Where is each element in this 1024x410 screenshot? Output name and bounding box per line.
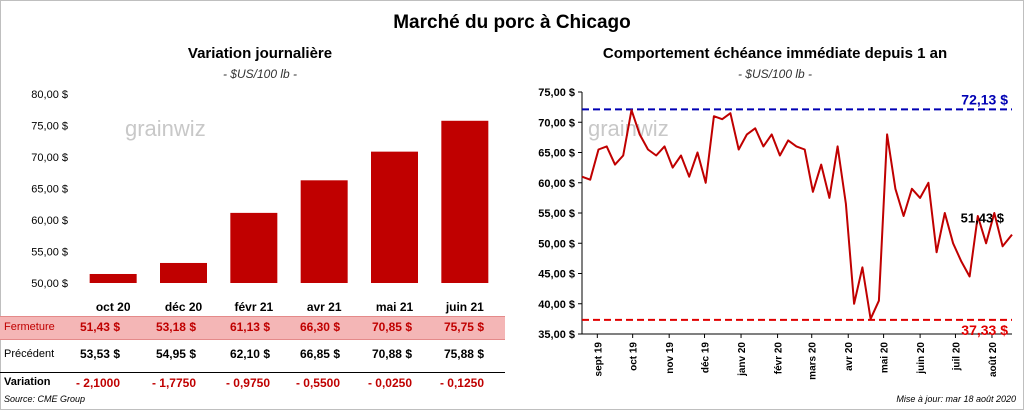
table-cell: 51,43 $ [79,320,120,334]
bar [371,151,418,283]
x-tick-label: oct 19 [629,342,640,371]
y-tick-label: 70,00 $ [538,117,575,129]
x-tick-label: avr 20 [844,342,855,371]
y-tick-label: 65,00 $ [31,184,68,196]
table-cell: - 0,1250 [439,376,484,390]
table-cell: 53,18 $ [155,320,196,334]
y-tick-label: 55,00 $ [31,247,68,259]
x-tick-label: nov 19 [665,342,676,374]
table-cell: 54,95 $ [155,347,196,361]
table-cell: 75,88 $ [443,347,484,361]
bar [300,180,348,283]
x-tick-label: sept 19 [593,342,604,377]
x-tick-label: juin 20 [916,342,927,375]
x-tick-label: déc 19 [701,342,712,374]
table-cell: - 1,7750 [151,376,196,390]
right-chart-title: Comportement échéance immédiate depuis 1… [602,45,948,62]
y-tick-label: 70,00 $ [31,152,68,164]
row-label: Variation [4,376,51,388]
y-tick-label: 65,00 $ [538,148,575,160]
table-cell: - 0,5500 [295,376,340,390]
y-tick-label: 35,00 $ [538,329,575,341]
row-label: Fermeture [4,321,55,333]
y-tick-label: 50,00 $ [538,238,575,250]
table-cell: - 0,0250 [367,376,412,390]
watermark-logo: grainwiz [125,116,206,141]
x-tick-label: févr 21 [234,300,273,314]
table-cell: - 2,1000 [75,376,120,390]
y-tick-label: 45,00 $ [538,269,575,281]
y-tick-label: 80,00 $ [31,89,68,101]
table-row-previous: Précédent 53,53 $ 54,95 $ 62,10 $ 66,85 … [0,345,505,365]
y-tick-label: 50,00 $ [31,278,68,290]
series-line [581,109,1013,320]
table-cell: 70,88 $ [371,347,412,361]
x-tick-label: mai 20 [880,342,891,374]
left-chart-title: Variation journalière [187,45,333,62]
x-tick-label: oct 20 [96,300,131,314]
reference-label: 72,13 $ [961,91,1008,107]
source-note: Source: CME Group [4,394,86,404]
left-chart-unit: - $US/100 lb - [222,67,298,81]
right-chart-unit: - $US/100 lb - [737,67,813,81]
update-note: Mise à jour: mar 18 août 2020 [896,394,1016,404]
bar [89,273,137,283]
x-tick-label: juil 20 [951,342,962,372]
y-tick-label: 40,00 $ [538,299,575,311]
x-tick-label: mai 21 [376,300,414,314]
x-tick-label: janv 20 [737,342,748,377]
table-cell: 70,85 $ [371,320,412,334]
table-cell: 53,53 $ [79,347,120,361]
y-tick-label: 60,00 $ [538,178,575,190]
line-chart: 35,00 $ 40,00 $ 45,00 $ 50,00 $ 55,00 $ 60,00… [538,87,1013,380]
page-title: Marché du porc à Chicago [393,12,631,33]
bar [230,212,278,283]
x-tick-label: avr 21 [307,300,342,314]
x-tick-label: déc 20 [165,300,203,314]
x-tick-label: juin 21 [445,300,484,314]
y-tick-label: 75,00 $ [538,87,575,99]
y-tick-label: 60,00 $ [31,215,68,227]
x-tick-label: août 20 [988,342,999,377]
table-row-close: Fermeture 51,43 $ 53,18 $ 61,13 $ 66,30 … [0,316,505,340]
table-cell: 62,10 $ [229,347,270,361]
bar-chart: 50,00 $ 55,00 $ 60,00 $ 65,00 $ 70,00 $ 75,00… [31,89,489,314]
y-tick-label: 75,00 $ [31,121,68,133]
table-cell: - 0,9750 [225,376,270,390]
row-label: Précédent [4,348,55,360]
bar [160,262,207,283]
table-cell: 66,85 $ [299,347,340,361]
reference-label: 37,33 $ [961,322,1008,338]
table-row-variation: Variation - 2,1000 - 1,7750 - 0,9750 - 0… [0,372,505,393]
bar [441,120,489,284]
x-tick-label: févr 20 [774,342,785,375]
y-tick-label: 55,00 $ [538,208,575,220]
table-cell: 61,13 $ [229,320,270,334]
x-tick-label: mars 20 [808,342,819,380]
table-cell: 75,75 $ [443,320,484,334]
last-value-label: 51,43 $ [961,211,1005,226]
table-cell: 66,30 $ [299,320,340,334]
